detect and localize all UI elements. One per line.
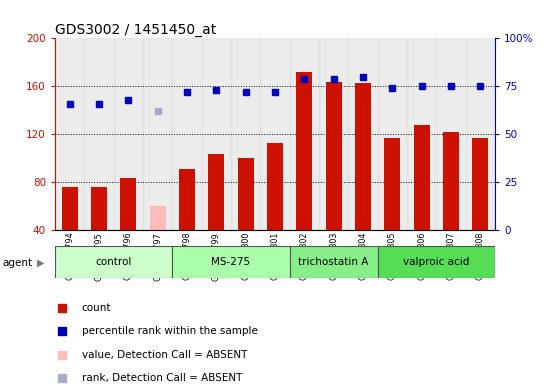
Bar: [414, 125, 430, 230]
Bar: [62, 187, 78, 230]
Bar: [120, 177, 136, 230]
Bar: [55, 246, 172, 278]
Bar: [290, 246, 378, 278]
Text: control: control: [96, 257, 132, 267]
Bar: [179, 169, 195, 230]
Bar: [84, 38, 114, 230]
Text: MS-275: MS-275: [211, 257, 251, 267]
Bar: [326, 81, 342, 230]
Bar: [231, 38, 260, 230]
Bar: [208, 154, 224, 230]
Bar: [319, 38, 348, 230]
Text: ▶: ▶: [37, 258, 45, 268]
Bar: [384, 138, 400, 230]
Bar: [55, 38, 84, 230]
Bar: [238, 158, 254, 230]
Text: agent: agent: [3, 258, 33, 268]
Bar: [202, 38, 231, 230]
Bar: [172, 246, 290, 278]
Text: trichostatin A: trichostatin A: [299, 257, 369, 267]
Bar: [114, 38, 143, 230]
Bar: [143, 38, 172, 230]
Bar: [91, 187, 107, 230]
Bar: [407, 38, 436, 230]
Bar: [260, 38, 290, 230]
Bar: [378, 38, 407, 230]
Text: GDS3002 / 1451450_at: GDS3002 / 1451450_at: [55, 23, 216, 37]
Text: count: count: [81, 303, 111, 313]
Bar: [172, 38, 202, 230]
Text: valproic acid: valproic acid: [403, 257, 470, 267]
Bar: [290, 38, 319, 230]
Bar: [378, 246, 495, 278]
Bar: [443, 132, 459, 230]
Text: value, Detection Call = ABSENT: value, Detection Call = ABSENT: [81, 349, 247, 359]
Text: rank, Detection Call = ABSENT: rank, Detection Call = ABSENT: [81, 372, 242, 382]
Bar: [436, 38, 466, 230]
Bar: [466, 38, 495, 230]
Bar: [348, 38, 378, 230]
Bar: [355, 83, 371, 230]
Bar: [267, 143, 283, 230]
Bar: [150, 207, 166, 230]
Bar: [472, 138, 488, 230]
Bar: [296, 72, 312, 230]
Text: percentile rank within the sample: percentile rank within the sample: [81, 326, 257, 336]
